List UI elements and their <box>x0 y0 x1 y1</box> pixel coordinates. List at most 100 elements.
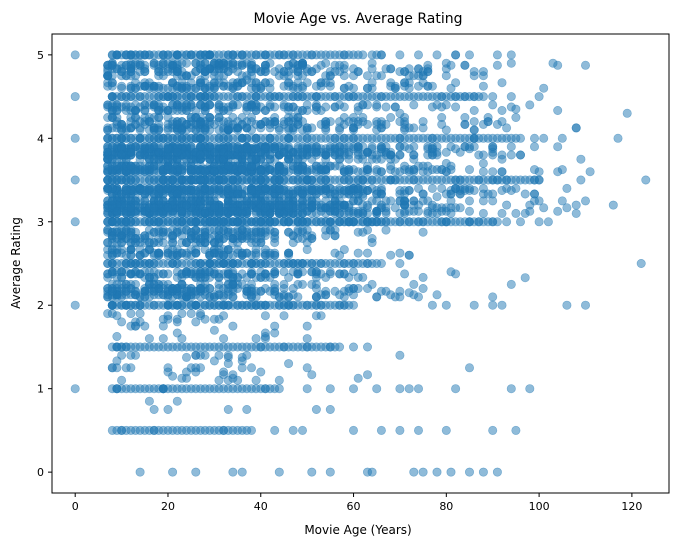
data-point <box>191 248 201 258</box>
data-point <box>395 350 405 360</box>
data-point <box>103 100 113 110</box>
data-point <box>163 183 173 193</box>
data-point <box>70 50 80 60</box>
data-point <box>344 283 354 293</box>
data-point <box>200 225 210 235</box>
data-point <box>154 133 164 143</box>
data-point <box>497 300 507 310</box>
data-point <box>214 375 224 385</box>
data-point <box>214 100 224 110</box>
data-point <box>186 142 196 152</box>
data-point <box>117 175 127 185</box>
data-point <box>177 125 187 135</box>
data-point <box>251 238 261 248</box>
data-point <box>348 300 358 310</box>
data-point <box>144 175 154 185</box>
data-point <box>525 100 535 110</box>
data-point <box>353 183 363 193</box>
data-point <box>284 258 294 268</box>
data-point <box>404 71 414 81</box>
data-point <box>228 102 238 112</box>
data-point <box>339 269 349 279</box>
data-point <box>237 363 247 373</box>
data-point <box>144 245 154 255</box>
data-point <box>321 167 331 177</box>
data-point <box>367 238 377 248</box>
data-point <box>237 467 247 477</box>
data-point <box>488 292 498 302</box>
data-point <box>376 425 386 435</box>
data-point <box>251 375 261 385</box>
data-point <box>525 206 535 216</box>
data-point <box>219 217 229 227</box>
data-point <box>297 92 307 102</box>
data-point <box>279 71 289 81</box>
data-point <box>140 161 150 171</box>
data-point <box>288 50 298 60</box>
data-point <box>372 384 382 394</box>
data-point <box>302 321 312 331</box>
data-point <box>497 208 507 218</box>
data-point <box>335 154 345 164</box>
data-point <box>534 92 544 102</box>
data-point <box>404 250 414 260</box>
data-point <box>117 125 127 135</box>
data-point <box>131 300 141 310</box>
data-point <box>488 196 498 206</box>
data-point <box>219 81 229 91</box>
data-point <box>154 92 164 102</box>
data-point <box>233 217 243 227</box>
data-point <box>70 217 80 227</box>
data-point <box>520 273 530 283</box>
data-point <box>390 175 400 185</box>
data-point <box>367 175 377 185</box>
data-point <box>293 269 303 279</box>
data-point <box>497 167 507 177</box>
data-point <box>256 167 266 177</box>
data-point <box>325 342 335 352</box>
x-axis-ticks: 0 20 40 60 80 100 120 <box>72 493 642 513</box>
data-point <box>70 92 80 102</box>
data-point <box>576 175 586 185</box>
data-point <box>641 175 651 185</box>
data-point <box>325 267 335 277</box>
data-point <box>172 300 182 310</box>
data-point <box>191 225 201 235</box>
data-point <box>260 269 270 279</box>
data-point <box>515 133 525 143</box>
data-point <box>191 125 201 135</box>
data-point <box>451 92 461 102</box>
data-point <box>186 71 196 81</box>
data-point <box>488 142 498 152</box>
data-point <box>506 50 516 60</box>
data-point <box>492 50 502 60</box>
data-point <box>358 192 368 202</box>
data-point <box>330 286 340 296</box>
data-point <box>302 334 312 344</box>
data-point <box>339 50 349 60</box>
data-point <box>372 167 382 177</box>
data-point <box>529 196 539 206</box>
data-point <box>478 167 488 177</box>
data-point <box>474 175 484 185</box>
data-point <box>321 183 331 193</box>
data-point <box>196 234 206 244</box>
data-point <box>511 183 521 193</box>
data-point <box>348 258 358 268</box>
data-point <box>404 384 414 394</box>
data-point <box>400 206 410 216</box>
data-point <box>321 175 331 185</box>
data-point <box>441 217 451 227</box>
data-point <box>214 113 224 123</box>
data-point <box>117 67 127 77</box>
data-point <box>251 334 261 344</box>
data-point <box>288 283 298 293</box>
data-point <box>158 334 168 344</box>
data-point <box>200 208 210 218</box>
data-point <box>260 50 270 60</box>
data-point <box>112 384 122 394</box>
data-point <box>214 175 224 185</box>
data-point <box>348 342 358 352</box>
data-point <box>636 258 646 268</box>
data-point <box>247 258 257 268</box>
